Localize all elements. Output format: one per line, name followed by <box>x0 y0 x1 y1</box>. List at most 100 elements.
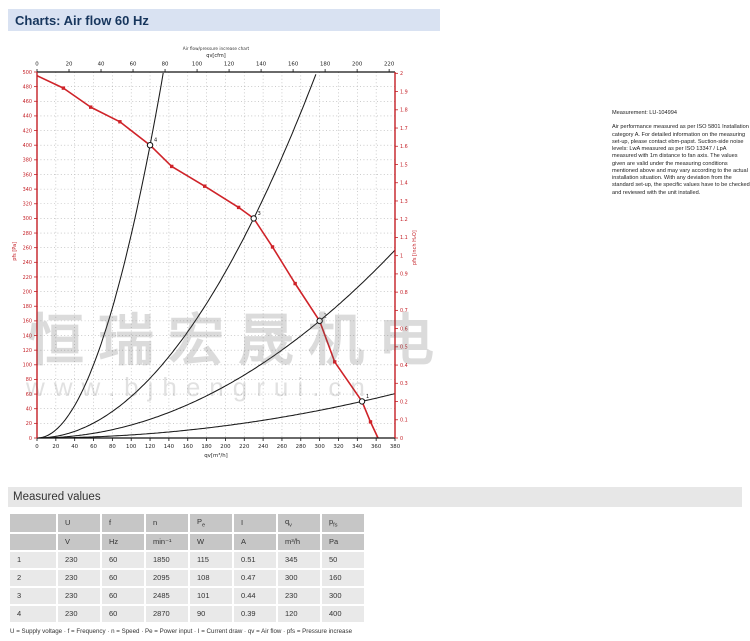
svg-text:120: 120 <box>23 348 32 354</box>
measured-values-table-body: 1 230 60 1850 115 0.51 345 50 2 230 60 2095 108 0.47 3… <box>10 551 364 622</box>
column-header <box>10 514 56 532</box>
table-cell: 101 <box>190 587 232 604</box>
svg-text:340: 340 <box>23 187 32 193</box>
svg-text:60: 60 <box>90 444 97 450</box>
svg-text:240: 240 <box>258 444 269 450</box>
svg-text:80: 80 <box>26 377 32 383</box>
svg-text:180: 180 <box>201 444 212 450</box>
svg-text:pfs [Pa]: pfs [Pa] <box>12 242 18 261</box>
column-header: qv <box>278 514 320 532</box>
table-cell: 60 <box>102 569 144 586</box>
column-unit: W <box>190 533 232 550</box>
table-cell: 3 <box>10 587 56 604</box>
svg-text:480: 480 <box>23 84 32 90</box>
svg-text:1.9: 1.9 <box>400 89 408 95</box>
column-header: n <box>146 514 188 532</box>
svg-text:320: 320 <box>333 444 344 450</box>
table-cell: 160 <box>322 569 364 586</box>
svg-text:Air flow/pressure increase cha: Air flow/pressure increase chart <box>183 46 250 51</box>
table-cell: 230 <box>58 569 100 586</box>
svg-text:440: 440 <box>23 114 32 120</box>
svg-text:180: 180 <box>23 304 32 310</box>
column-unit: A <box>234 533 276 550</box>
svg-text:2: 2 <box>400 71 403 77</box>
svg-text:200: 200 <box>352 62 363 68</box>
column-header: Pe <box>190 514 232 532</box>
table-cell: 60 <box>102 551 144 568</box>
svg-text:qv[m³/h]: qv[m³/h] <box>204 452 227 459</box>
svg-text:1.1: 1.1 <box>400 235 408 241</box>
table-cell: 300 <box>322 587 364 604</box>
svg-text:400: 400 <box>23 143 32 149</box>
table-cell: 0.44 <box>234 587 276 604</box>
table-cell: 2095 <box>146 569 188 586</box>
table-cell: 230 <box>278 587 320 604</box>
svg-text:1.5: 1.5 <box>400 162 408 168</box>
table-cell: 50 <box>322 551 364 568</box>
table-cell: 108 <box>190 569 232 586</box>
table-row: 4 230 60 2870 90 0.39 120 400 <box>10 605 364 622</box>
table-cell: 60 <box>102 587 144 604</box>
table-cell: 0.51 <box>234 551 276 568</box>
table-cell: 0.39 <box>234 605 276 622</box>
svg-text:160: 160 <box>23 319 32 325</box>
table-cell: 4 <box>10 605 56 622</box>
svg-text:300: 300 <box>314 444 325 450</box>
measured-values-title: Measured values <box>13 491 101 503</box>
svg-text:1: 1 <box>400 253 403 259</box>
svg-text:120: 120 <box>224 62 235 68</box>
svg-text:60: 60 <box>26 392 32 398</box>
column-unit: Hz <box>102 533 144 550</box>
svg-text:160: 160 <box>183 444 194 450</box>
svg-text:1.3: 1.3 <box>400 199 408 205</box>
measurement-id: Measurement: LU-104994 <box>612 110 677 116</box>
column-unit: Pa <box>322 533 364 550</box>
svg-text:500: 500 <box>23 70 32 76</box>
svg-text:2: 2 <box>324 313 327 319</box>
svg-text:260: 260 <box>23 245 32 251</box>
svg-text:0.8: 0.8 <box>400 290 408 296</box>
svg-text:20: 20 <box>26 421 32 427</box>
table-cell: 115 <box>190 551 232 568</box>
svg-text:40: 40 <box>98 62 105 68</box>
svg-text:1.8: 1.8 <box>400 108 408 114</box>
table-cell: 120 <box>278 605 320 622</box>
svg-text:180: 180 <box>320 62 331 68</box>
table-row: 1 230 60 1850 115 0.51 345 50 <box>10 551 364 568</box>
svg-text:100: 100 <box>23 363 32 369</box>
page-title-bar: Charts: Air flow 60 Hz <box>8 9 440 31</box>
svg-text:1.6: 1.6 <box>400 144 408 150</box>
svg-text:220: 220 <box>23 275 32 281</box>
table-cell: 400 <box>322 605 364 622</box>
column-header: pfs <box>322 514 364 532</box>
table-cell: 60 <box>102 605 144 622</box>
table-cell: 2870 <box>146 605 188 622</box>
svg-text:140: 140 <box>23 333 32 339</box>
svg-text:40: 40 <box>71 444 78 450</box>
svg-text:1.7: 1.7 <box>400 126 408 132</box>
svg-text:20: 20 <box>52 444 59 450</box>
symbols-legend: U = Supply voltage · f = Frequency · n =… <box>10 628 353 635</box>
table-cell: 0.47 <box>234 569 276 586</box>
svg-text:220: 220 <box>384 62 395 68</box>
column-unit <box>10 533 56 550</box>
table-cell: 300 <box>278 569 320 586</box>
svg-text:60: 60 <box>130 62 137 68</box>
svg-text:100: 100 <box>126 444 137 450</box>
performance-chart: 1 2 3 4 0 20 40 60 80 100 120 140 160 180 200 220 240 260… <box>8 36 433 466</box>
table-cell: 2 <box>10 569 56 586</box>
svg-text:1.4: 1.4 <box>400 181 408 187</box>
svg-text:0: 0 <box>400 436 403 442</box>
svg-text:0.9: 0.9 <box>400 272 408 278</box>
svg-text:0.5: 0.5 <box>400 345 408 351</box>
column-unit: min⁻¹ <box>146 533 188 550</box>
column-unit: m³/h <box>278 533 320 550</box>
column-header: U <box>58 514 100 532</box>
svg-text:140: 140 <box>164 444 175 450</box>
svg-text:380: 380 <box>390 444 401 450</box>
measured-values-header: Measured values <box>8 487 742 507</box>
svg-text:280: 280 <box>23 231 32 237</box>
svg-text:qv[cfm]: qv[cfm] <box>206 53 225 59</box>
